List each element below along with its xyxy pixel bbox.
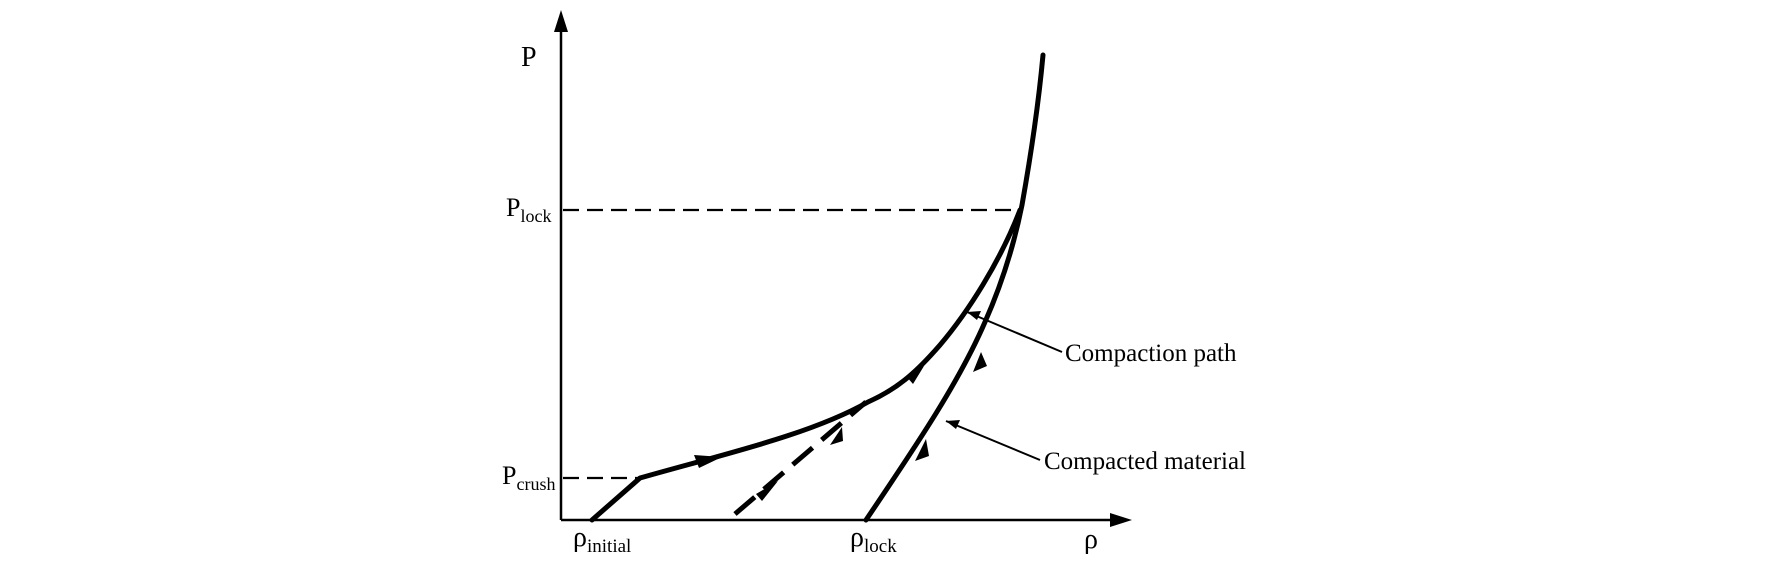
p-lock-main: P bbox=[506, 193, 520, 222]
unloading-dashed-line bbox=[733, 400, 868, 516]
p-crush-main: P bbox=[502, 461, 516, 490]
compacted-material-leader bbox=[945, 420, 1041, 461]
direction-arrows bbox=[694, 352, 987, 501]
compacted-material-curve bbox=[863, 52, 1046, 523]
rho-initial-sub: initial bbox=[587, 536, 631, 557]
rho-initial-label: ρinitial bbox=[573, 522, 631, 557]
p-crush-sub: crush bbox=[516, 474, 555, 494]
rho-lock-sub: lock bbox=[864, 536, 897, 557]
p-lock-sub: lock bbox=[520, 206, 551, 226]
p-lock-label: Plock bbox=[506, 193, 551, 226]
x-axis-arrowhead bbox=[1110, 513, 1132, 527]
rho-initial-main: ρ bbox=[573, 522, 587, 553]
rho-lock-label: ρlock bbox=[850, 522, 897, 557]
compacted-material-leader-arrow bbox=[946, 420, 960, 429]
p-crush-label: Pcrush bbox=[502, 461, 555, 494]
arrow-on-compacted-down bbox=[973, 352, 987, 372]
arrow-on-loading-segment bbox=[694, 455, 722, 468]
compaction-path-curve bbox=[589, 207, 1023, 523]
arrow-on-dashed-lower bbox=[756, 481, 778, 501]
axes bbox=[554, 10, 1132, 527]
compaction-path-annotation: Compaction path bbox=[1065, 340, 1237, 367]
x-axis-label: ρ bbox=[1084, 524, 1098, 555]
y-axis-arrowhead bbox=[554, 10, 568, 32]
arrow-on-compaction-upper bbox=[906, 366, 924, 384]
compacted-material-annotation: Compacted material bbox=[1044, 448, 1246, 475]
y-axis-label: P bbox=[521, 42, 537, 73]
compaction-path-leader-arrow bbox=[967, 311, 981, 320]
compaction-path-leader bbox=[966, 311, 1063, 353]
arrow-on-unloading-line bbox=[830, 427, 843, 445]
arrow-on-compacted-up bbox=[915, 439, 929, 461]
rho-lock-main: ρ bbox=[850, 522, 864, 553]
